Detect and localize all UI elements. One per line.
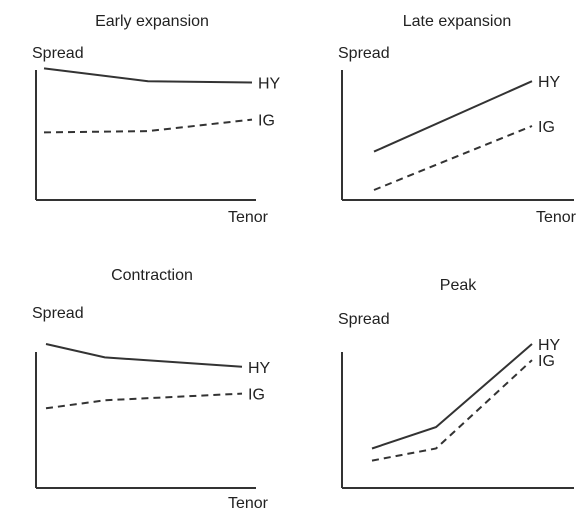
panel-title: Early expansion <box>95 13 209 30</box>
ig-label: IG <box>538 353 555 370</box>
y-axis-label: Spread <box>338 45 390 62</box>
hy-line <box>371 343 533 450</box>
panel-2: Late expansion Spread Tenor HY IG <box>338 13 577 226</box>
hy-line <box>43 67 253 84</box>
hy-label: HY <box>538 337 561 354</box>
hy-line <box>373 80 533 153</box>
panel-title: Late expansion <box>403 13 512 30</box>
ig-line <box>371 359 533 462</box>
hy-label: HY <box>538 74 561 91</box>
ig-label: IG <box>248 387 265 404</box>
hy-label: HY <box>258 75 281 92</box>
hy-line <box>45 343 243 368</box>
y-axis-label: Spread <box>338 311 390 328</box>
y-axis-label: Spread <box>32 305 84 322</box>
panel-3: Contraction Spread Tenor HY IG <box>32 267 271 512</box>
ig-line <box>43 118 253 134</box>
x-axis-label: Tenor <box>228 495 269 512</box>
panel-title: Peak <box>440 277 477 294</box>
hy-label: HY <box>248 360 271 377</box>
x-axis-label: Tenor <box>536 209 577 226</box>
panel-1: Early expansion Spread Tenor HY IG <box>32 13 281 226</box>
ig-label: IG <box>538 119 555 136</box>
ig-label: IG <box>258 113 275 130</box>
panel-title: Contraction <box>111 267 193 284</box>
x-axis-label: Tenor <box>228 209 269 226</box>
ig-line <box>45 392 243 410</box>
y-axis-label: Spread <box>32 45 84 62</box>
ig-line <box>373 125 533 191</box>
